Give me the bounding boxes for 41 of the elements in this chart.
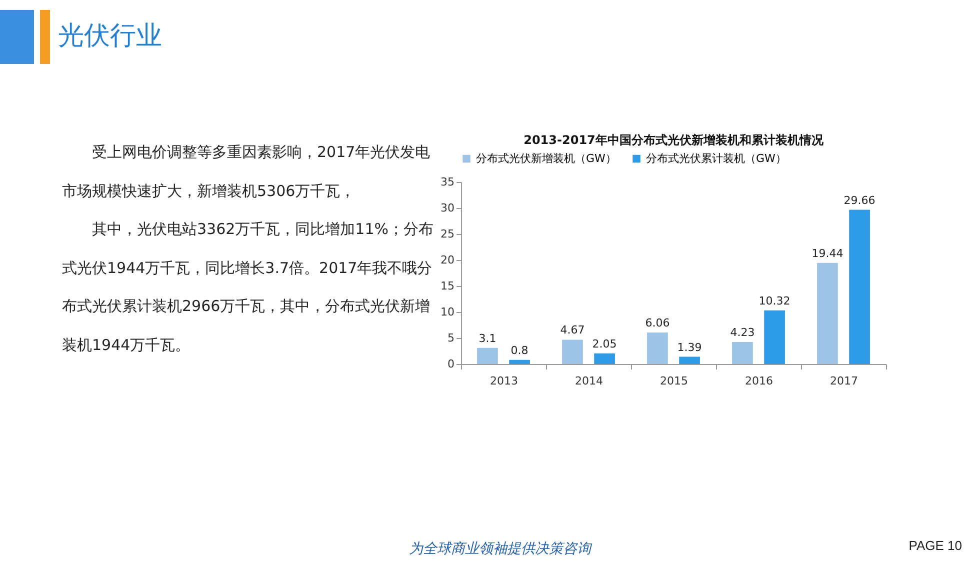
y-tick-label: 20 bbox=[440, 254, 454, 266]
bar bbox=[817, 262, 838, 364]
y-tick-label: 25 bbox=[440, 228, 454, 240]
data-label: 19.44 bbox=[812, 246, 844, 260]
bar bbox=[594, 353, 615, 364]
y-tick-label: 15 bbox=[440, 280, 454, 292]
bar bbox=[849, 210, 870, 364]
data-label: 2.05 bbox=[592, 337, 617, 350]
text: 受上网电价调整等多重因素影响，2017年光伏发电市场规模快速扩大，新增装机5306万千瓦， bbox=[62, 143, 430, 200]
y-tick-label: 5 bbox=[448, 332, 454, 344]
x-tick-label: 2015 bbox=[660, 374, 688, 388]
data-label: 0.8 bbox=[510, 344, 528, 357]
data-label: 1.39 bbox=[677, 340, 702, 354]
y-tick-label: 0 bbox=[448, 358, 454, 370]
bar bbox=[562, 340, 583, 364]
x-tick-label: 2013 bbox=[490, 374, 518, 388]
data-label: 10.32 bbox=[758, 294, 790, 308]
data-label: 4.67 bbox=[560, 324, 585, 337]
chart-title: 2013-2017年中国分布式光伏新增装机和累计装机情况 bbox=[524, 133, 824, 147]
bar bbox=[509, 360, 530, 364]
bar bbox=[679, 356, 700, 364]
data-label: 6.06 bbox=[645, 316, 670, 330]
bar bbox=[647, 332, 668, 364]
y-tick-label: 30 bbox=[440, 202, 454, 214]
text: 光伏行业 bbox=[58, 20, 162, 53]
bar bbox=[764, 310, 785, 364]
x-tick-label: 2014 bbox=[575, 374, 603, 388]
data-label: 4.23 bbox=[730, 326, 755, 340]
x-tick-label: 2017 bbox=[830, 374, 858, 388]
legend-label: 分布式光伏新增装机（GW） bbox=[476, 152, 616, 165]
bar bbox=[477, 348, 498, 364]
data-label: 29.66 bbox=[844, 194, 876, 207]
data-label: 3.1 bbox=[478, 332, 496, 345]
text: 其中，光伏电站3362万千瓦，同比增加11%；分布式光伏1944万千瓦，同比增长3.7倍。2017年我不哦分布式光伏累计装机2966万千瓦，其中，分布式光伏新增装机1944万千瓦。 bbox=[62, 220, 434, 354]
x-tick-label: 2016 bbox=[745, 374, 773, 388]
legend-label: 分布式光伏累计装机（GW） bbox=[646, 152, 786, 165]
text: 为全球商业领袖提供决策咨询 bbox=[408, 540, 593, 558]
bar bbox=[732, 342, 753, 364]
y-tick-label: 35 bbox=[440, 176, 454, 188]
y-tick-label: 10 bbox=[440, 306, 454, 318]
text: PAGE 10 bbox=[908, 538, 962, 553]
